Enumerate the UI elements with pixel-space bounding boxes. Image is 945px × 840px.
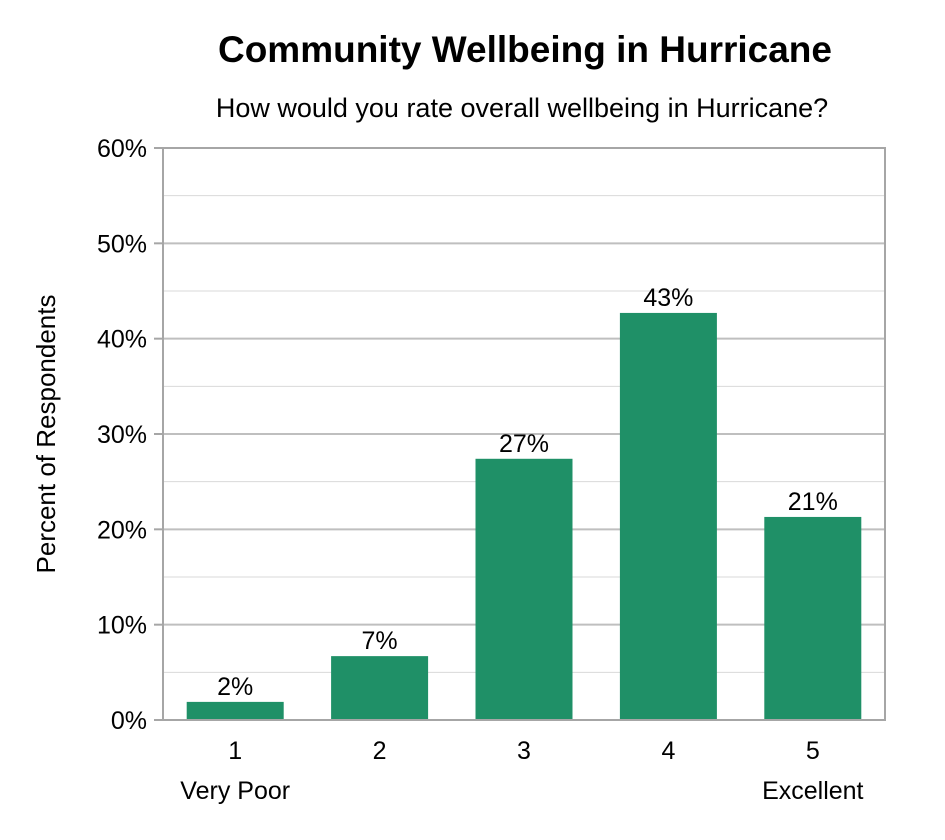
bar (619, 312, 717, 720)
data-label: 2% (217, 673, 253, 701)
y-tick-label: 50% (97, 230, 147, 258)
labels-layer: 2% 7% 27% 43% 21% (217, 284, 838, 701)
grid-layer (163, 195, 885, 673)
y-tick-label: 0% (111, 707, 147, 735)
x-tick-label: 4 (661, 737, 675, 765)
x-tick-label: 5 (806, 737, 820, 765)
data-label: 7% (362, 627, 398, 655)
x-tick-label: 1 (228, 737, 242, 765)
y-tick-label: 60% (97, 135, 147, 163)
y-axis-label: Percent of Respondents (31, 295, 61, 574)
bar (331, 656, 429, 720)
data-label: 21% (788, 488, 838, 516)
x-tick-label: 3 (517, 737, 531, 765)
y-tick-label: 10% (97, 612, 147, 640)
data-label: 27% (499, 430, 549, 458)
x-tick-sublabel: Excellent (762, 777, 863, 805)
x-tick-sublabel: Very Poor (180, 777, 290, 805)
chart-subtitle: How would you rate overall wellbeing in … (216, 93, 828, 123)
bar (186, 701, 284, 720)
bar (475, 458, 573, 720)
y-tick-label: 20% (97, 516, 147, 544)
plot-border (162, 147, 886, 721)
bars-layer (186, 312, 862, 720)
data-label: 43% (643, 284, 693, 312)
x-tick-label: 2 (373, 737, 387, 765)
y-tick-label: 40% (97, 326, 147, 354)
chart-title: Community Wellbeing in Hurricane (218, 29, 832, 70)
bar (764, 516, 862, 720)
axis-layer: 0% 10% 20% 30% 40% 50% 60% 1 Very Poor 2 3 4 5 Excell… (97, 135, 886, 805)
y-tick-label: 30% (97, 421, 147, 449)
